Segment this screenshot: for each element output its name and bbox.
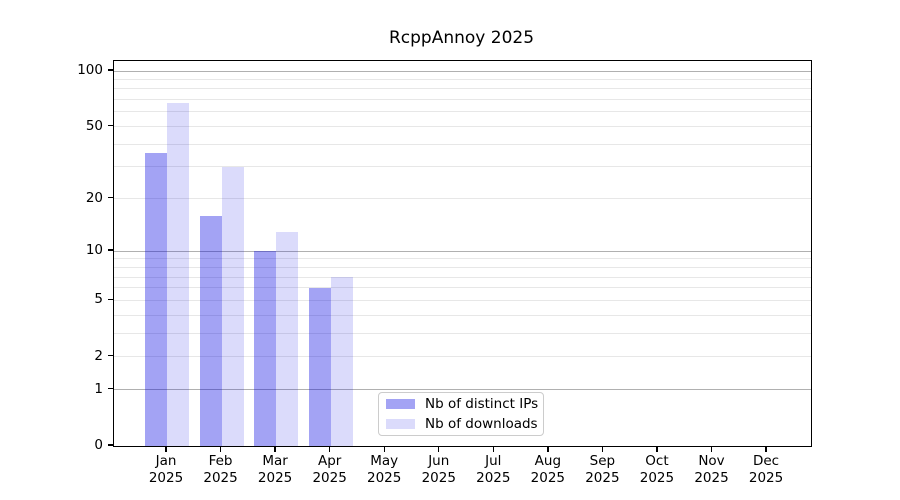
minor-gridline <box>114 198 811 200</box>
x-tick-label-jan: Jan 2025 <box>148 453 184 486</box>
bar-feb-downloads <box>221 166 244 446</box>
legend-label: Nb of distinct IPs <box>425 396 539 412</box>
legend-swatch-distinct-ips-icon <box>386 399 415 409</box>
y-tick <box>107 124 113 127</box>
x-tick-label-sep: Sep 2025 <box>585 453 620 486</box>
y-tick-label: 10 <box>85 242 103 259</box>
y-tick-label: 5 <box>94 291 103 308</box>
bar-jan-distinct-ips <box>145 152 167 446</box>
major-gridline <box>114 389 811 391</box>
minor-gridline <box>114 287 811 289</box>
x-tick <box>165 446 167 452</box>
y-tick <box>107 298 113 301</box>
legend: Nb of distinct IPs Nb of downloads <box>378 392 544 436</box>
bar-apr-distinct-ips <box>308 287 331 446</box>
x-tick-label-feb: Feb 2025 <box>203 453 238 486</box>
y-tick-label: 100 <box>77 62 103 79</box>
y-tick <box>107 444 113 446</box>
x-tick-label-mar: Mar 2025 <box>257 453 293 486</box>
bar-mar-downloads <box>276 231 299 446</box>
minor-gridline <box>114 111 811 113</box>
minor-gridline <box>114 88 811 90</box>
x-tick-label-nov: Nov 2025 <box>694 453 729 486</box>
major-gridline <box>114 250 811 252</box>
x-tick <box>274 446 276 452</box>
minor-gridline <box>114 356 811 358</box>
x-tick <box>656 446 658 452</box>
y-tick-label: 1 <box>94 380 103 397</box>
minor-gridline <box>114 299 811 301</box>
y-tick <box>107 355 113 357</box>
bar-feb-distinct-ips <box>199 215 222 446</box>
x-tick <box>710 446 713 452</box>
minor-gridline <box>114 266 811 268</box>
x-tick-label-jun: Jun 2025 <box>421 453 456 486</box>
x-tick <box>765 446 767 452</box>
x-tick-label-may: May 2025 <box>367 453 402 486</box>
x-tick <box>601 446 604 452</box>
x-tick-label-apr: Apr 2025 <box>312 453 347 486</box>
x-tick <box>383 446 385 452</box>
y-tick <box>107 387 113 390</box>
y-tick-label: 20 <box>85 189 103 206</box>
minor-gridline <box>114 258 811 260</box>
bar-jan-downloads <box>167 103 189 446</box>
bar-apr-downloads <box>330 277 353 446</box>
minor-gridline <box>114 78 811 80</box>
x-tick <box>219 446 222 452</box>
x-tick <box>328 446 331 452</box>
y-tick-label: 2 <box>94 347 103 364</box>
x-tick <box>438 446 440 452</box>
minor-gridline <box>114 166 811 168</box>
x-tick <box>492 446 494 452</box>
minor-gridline <box>114 332 811 334</box>
x-tick-label-jul: Jul 2025 <box>476 453 511 486</box>
y-tick-label: 50 <box>85 117 103 134</box>
minor-gridline <box>114 143 811 145</box>
minor-gridline <box>114 314 811 316</box>
y-tick <box>107 69 113 71</box>
x-tick-label-aug: Aug 2025 <box>530 453 566 486</box>
plot-area <box>113 60 812 447</box>
x-tick-label-dec: Dec 2025 <box>748 453 784 486</box>
x-tick-label-oct: Oct 2025 <box>639 453 675 486</box>
y-tick <box>107 196 113 199</box>
y-tick <box>107 249 113 251</box>
major-gridline <box>114 70 811 72</box>
legend-item-downloads: Nb of downloads <box>386 416 543 432</box>
bar-mar-distinct-ips <box>254 251 277 446</box>
minor-gridline <box>114 126 811 128</box>
minor-gridline <box>114 99 811 101</box>
legend-label: Nb of downloads <box>425 416 538 432</box>
x-tick <box>547 446 549 452</box>
y-tick-label: 0 <box>94 437 103 453</box>
legend-item-distinct-ips: Nb of distinct IPs <box>386 396 543 412</box>
chart-title: RcppAnnoy 2025 <box>388 28 535 48</box>
legend-swatch-downloads-icon <box>386 419 415 429</box>
minor-gridline <box>114 276 811 278</box>
